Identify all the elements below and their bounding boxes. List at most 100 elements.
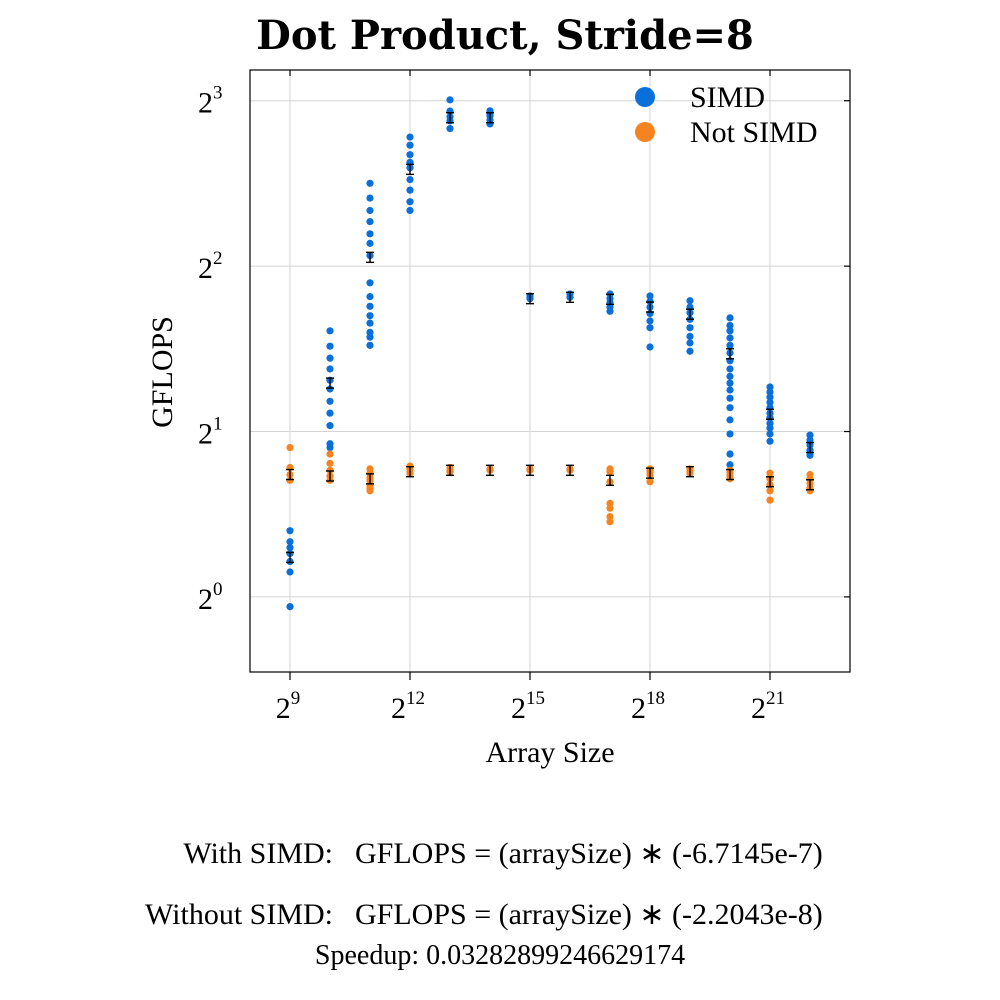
x-tick-label: 215 (511, 688, 545, 725)
data-point-simd (366, 302, 374, 310)
mean-errorbar-simd (726, 348, 734, 360)
data-point-simd (366, 333, 374, 341)
data-point-simd (806, 436, 814, 444)
x-axis-label: Array Size (485, 736, 614, 769)
data-point-not-simd (766, 469, 774, 477)
data-point-simd (686, 339, 694, 347)
y-axis-label: GFLOPS (146, 316, 179, 428)
formula-simd: With SIMD: GFLOPS = (arraySize) ∗ (-6.714… (0, 802, 823, 871)
speedup-text: Speedup: 0.03282899246629174 (314, 940, 686, 971)
grid-lines (250, 70, 850, 672)
data-point-simd (726, 379, 734, 387)
legend-marker-not-simd (635, 122, 655, 142)
data-point-simd (326, 365, 334, 373)
data-point-simd (326, 342, 334, 350)
data-point-simd (766, 424, 774, 432)
y-tick-label: 23 (198, 83, 223, 120)
data-point-simd (726, 365, 734, 373)
data-point-simd (726, 341, 734, 349)
data-point-simd (726, 430, 734, 438)
mean-errorbar-not-simd (406, 466, 414, 478)
formula-no-simd: Without SIMD: GFLOPS = (arraySize) ∗ (-2.… (0, 863, 823, 932)
data-point-simd (766, 437, 774, 445)
data-point-simd (326, 409, 334, 417)
data-point-simd (726, 314, 734, 322)
data-point-simd (406, 206, 414, 215)
data-point-simd (726, 450, 734, 458)
data-point-not-simd (606, 513, 614, 521)
data-point-simd (366, 312, 374, 320)
mean-errorbar-simd (486, 112, 494, 124)
y-tick-label: 22 (198, 248, 223, 285)
mean-errorbar-simd (526, 292, 534, 305)
data-point-simd (366, 230, 374, 238)
data-point-not-simd (766, 487, 774, 495)
data-point-simd (366, 279, 374, 287)
legend-marker-simd (635, 87, 655, 107)
formula-simd-expr: GFLOPS = (arraySize) ∗ (-6.7145e-7) (355, 837, 823, 870)
formula-no-simd-label: Without SIMD: (145, 898, 333, 931)
data-point-simd (286, 568, 294, 576)
mean-errorbar-not-simd (446, 464, 454, 476)
data-point-not-simd (326, 459, 334, 467)
data-point-simd (726, 386, 734, 394)
data-point-simd (406, 175, 414, 184)
mean-errorbar-simd (366, 251, 374, 264)
x-tick-label: 218 (631, 688, 665, 725)
data-point-simd (446, 96, 454, 104)
data-point-simd (406, 198, 414, 206)
data-point-simd (726, 334, 734, 342)
mean-errorbar-not-simd (806, 479, 814, 491)
data-point-simd (406, 141, 414, 149)
mean-errorbar-simd (686, 308, 694, 320)
mean-errorbar-not-simd (486, 464, 494, 476)
data-point-simd (406, 151, 414, 159)
legend-label-not-simd: Not SIMD (690, 116, 818, 149)
data-point-not-simd (286, 476, 294, 484)
data-point-simd (766, 430, 774, 438)
data-point-simd (766, 388, 774, 396)
x-tick-label: 221 (751, 688, 785, 725)
data-point-simd (686, 297, 694, 305)
data-point-simd (326, 422, 334, 430)
data-point-simd (606, 307, 614, 315)
data-point-simd (286, 538, 294, 546)
data-point-not-simd (326, 450, 334, 458)
x-tick-label: 29 (276, 688, 301, 725)
chart-plot: 29 212 215 218 221 20 21 22 23 SIMD Not SIMD Arr… (146, 69, 851, 769)
mean-errorbar-not-simd (726, 468, 734, 481)
data-point-simd (766, 398, 774, 406)
data-point-simd (766, 383, 774, 391)
data-point-simd (646, 343, 654, 351)
y-tick-label: 20 (198, 579, 223, 616)
data-point-simd (286, 603, 294, 611)
data-point-simd (366, 218, 374, 226)
data-point-simd (446, 124, 454, 133)
data-point-not-simd (766, 496, 774, 504)
mean-errorbar-simd (766, 408, 774, 420)
data-point-simd (726, 394, 734, 402)
data-point-not-simd (606, 468, 614, 476)
mean-errorbar-not-simd (606, 474, 614, 487)
data-point-simd (286, 527, 294, 535)
data-point-simd (686, 324, 694, 332)
data-point-simd (326, 327, 334, 335)
data-point-not-simd (646, 478, 654, 486)
data-point-simd (686, 332, 694, 340)
data-point-simd (366, 239, 374, 247)
mean-errorbar-not-simd (646, 467, 654, 479)
data-point-simd (366, 179, 374, 187)
mean-errorbar-simd (806, 441, 814, 454)
plot-frame (249, 69, 851, 673)
data-point-simd (806, 451, 814, 459)
data-point-not-simd (806, 487, 814, 495)
mean-errorbar-simd (406, 163, 414, 176)
mean-errorbar-not-simd (526, 464, 534, 476)
data-point-simd (366, 293, 374, 301)
mean-errorbar-not-simd (766, 476, 774, 488)
data-point-simd (726, 461, 734, 469)
formula-no-simd-expr: GFLOPS = (arraySize) ∗ (-2.2043e-8) (355, 898, 823, 931)
data-point-simd (406, 186, 414, 194)
data-point-simd (366, 194, 374, 202)
data-point-simd (286, 543, 294, 552)
